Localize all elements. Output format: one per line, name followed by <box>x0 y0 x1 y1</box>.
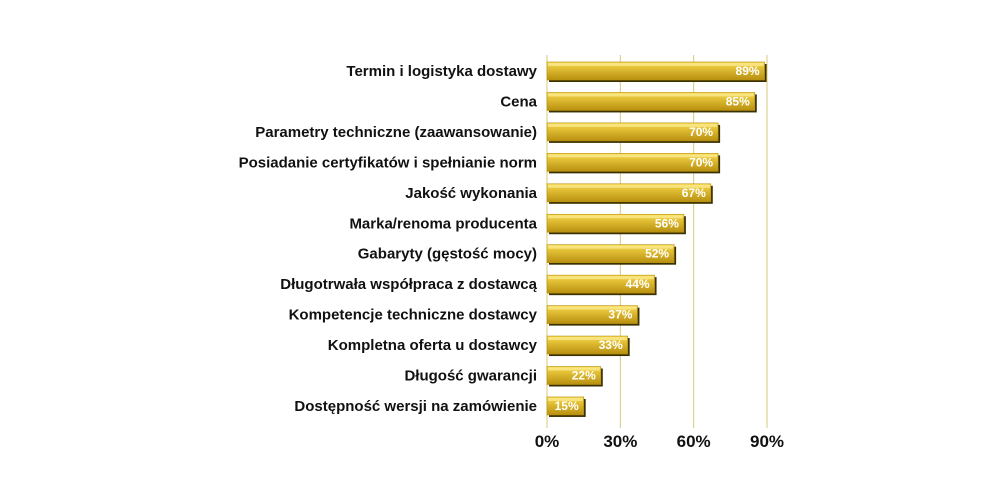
bar <box>546 244 675 263</box>
bar <box>546 92 756 111</box>
bar <box>546 274 655 294</box>
category-label: Jakość wykonania <box>405 185 537 202</box>
bar <box>546 183 712 203</box>
data-label: 70% <box>689 125 713 139</box>
category-label: Kompletna oferta u dostawcy <box>328 337 538 354</box>
category-label: Dostępność wersji na zamówienie <box>294 398 537 415</box>
bar-highlight <box>548 215 683 219</box>
category-label: Gabaryty (gęstość mocy) <box>358 246 537 263</box>
category-label: Marka/renoma producenta <box>349 215 537 232</box>
data-label: 85% <box>726 94 750 108</box>
category-label: Cena <box>500 93 537 110</box>
data-label: 22% <box>572 369 596 383</box>
category-label: Kompetencje techniczne dostawcy <box>289 307 538 324</box>
category-label: Termin i logistyka dostawy <box>346 63 537 80</box>
x-tick-label: 60% <box>677 432 711 451</box>
category-label: Długość gwarancji <box>404 368 537 385</box>
bar <box>546 122 719 142</box>
category-label: Parametry techniczne (zaawansowanie) <box>255 124 537 141</box>
bar-highlight <box>548 397 583 401</box>
bar-highlight <box>548 337 627 341</box>
category-labels: Termin i logistyka dostawy Cena Parametry … <box>239 63 538 415</box>
bar-highlight <box>548 184 710 188</box>
bar <box>546 305 638 324</box>
bar <box>546 396 584 416</box>
bar <box>546 366 602 385</box>
data-label: 67% <box>682 186 706 200</box>
bar-highlight <box>548 306 637 310</box>
data-label: 37% <box>608 308 632 322</box>
x-tick-label: 0% <box>535 432 560 451</box>
bar-highlight <box>548 93 754 97</box>
x-axis-ticks: 0% 30% 60% 90% <box>535 432 784 451</box>
bar-highlight <box>548 154 718 158</box>
data-label: 56% <box>655 216 679 230</box>
bar <box>546 335 628 355</box>
bar-highlight <box>548 367 600 371</box>
data-label: 44% <box>626 277 650 291</box>
gridlines <box>546 55 768 428</box>
bar <box>546 61 765 81</box>
x-tick-label: 30% <box>603 432 637 451</box>
bar <box>546 213 685 233</box>
bar-highlight <box>548 63 764 66</box>
category-label: Długotrwała współpraca z dostawcą <box>280 276 537 293</box>
bar-highlight <box>548 245 674 249</box>
data-label: 15% <box>555 399 579 413</box>
data-label: 70% <box>689 155 713 169</box>
bar-highlight <box>548 276 654 280</box>
data-label: 89% <box>736 64 760 78</box>
data-label: 33% <box>599 338 623 352</box>
bar-highlight <box>548 123 718 127</box>
data-label: 52% <box>645 247 669 261</box>
bars: 89% 85% 70% 70% 67% 56% 52% 44% 37% 33% 22% 15% <box>546 61 767 417</box>
category-label: Posiadanie certyfikatów i spełnianie nor… <box>239 154 537 171</box>
x-tick-label: 90% <box>750 432 784 451</box>
bar <box>546 153 719 172</box>
